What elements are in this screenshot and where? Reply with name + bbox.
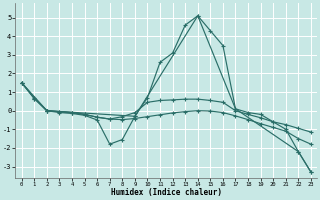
X-axis label: Humidex (Indice chaleur): Humidex (Indice chaleur) <box>111 188 222 197</box>
